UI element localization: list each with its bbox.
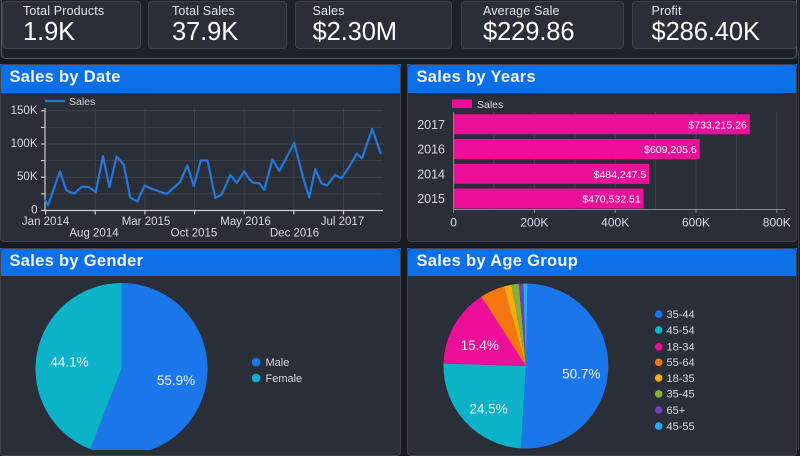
svg-text:$609,205.6: $609,205.6 [644, 144, 697, 156]
svg-text:Male: Male [266, 357, 290, 369]
svg-text:44.1%: 44.1% [50, 355, 88, 370]
svg-text:Female: Female [266, 373, 303, 385]
svg-text:100K: 100K [11, 138, 38, 150]
svg-text:$484,247.5: $484,247.5 [594, 169, 647, 181]
svg-text:2016: 2016 [417, 143, 445, 157]
svg-text:$733,215.26: $733,215.26 [688, 119, 747, 131]
svg-text:600K: 600K [682, 216, 710, 230]
svg-text:50.7%: 50.7% [562, 366, 600, 381]
svg-text:Dec 2016: Dec 2016 [270, 227, 319, 239]
svg-text:65+: 65+ [667, 405, 686, 417]
svg-text:35-44: 35-44 [667, 309, 695, 321]
svg-text:18-34: 18-34 [667, 342, 695, 354]
svg-text:Sales: Sales [477, 99, 503, 111]
svg-text:Oct 2015: Oct 2015 [171, 227, 218, 239]
svg-text:Mar 2015: Mar 2015 [122, 216, 171, 228]
svg-text:150K: 150K [11, 105, 38, 117]
svg-text:2015: 2015 [417, 192, 445, 206]
svg-text:Jul 2017: Jul 2017 [321, 216, 364, 228]
svg-text:800K: 800K [763, 216, 791, 230]
svg-text:45-55: 45-55 [667, 421, 695, 433]
svg-text:Sales: Sales [69, 96, 95, 108]
svg-text:200K: 200K [520, 216, 548, 230]
svg-text:Aug 2014: Aug 2014 [69, 227, 119, 239]
svg-text:18-35: 18-35 [667, 373, 695, 385]
svg-text:400K: 400K [601, 216, 629, 230]
svg-text:0: 0 [450, 216, 457, 230]
svg-text:45-54: 45-54 [667, 325, 695, 337]
svg-text:0: 0 [31, 205, 37, 217]
svg-text:Jan 2014: Jan 2014 [22, 216, 70, 228]
svg-text:50K: 50K [17, 171, 38, 183]
svg-text:May 2016: May 2016 [220, 216, 271, 228]
svg-text:$470,532.51: $470,532.51 [582, 194, 641, 206]
svg-text:55-64: 55-64 [667, 357, 695, 369]
svg-text:15.4%: 15.4% [461, 338, 499, 353]
svg-text:24.5%: 24.5% [469, 401, 507, 416]
svg-text:55.9%: 55.9% [157, 373, 195, 388]
svg-text:2014: 2014 [417, 167, 445, 181]
svg-text:35-45: 35-45 [667, 389, 695, 401]
svg-text:2017: 2017 [417, 118, 445, 132]
